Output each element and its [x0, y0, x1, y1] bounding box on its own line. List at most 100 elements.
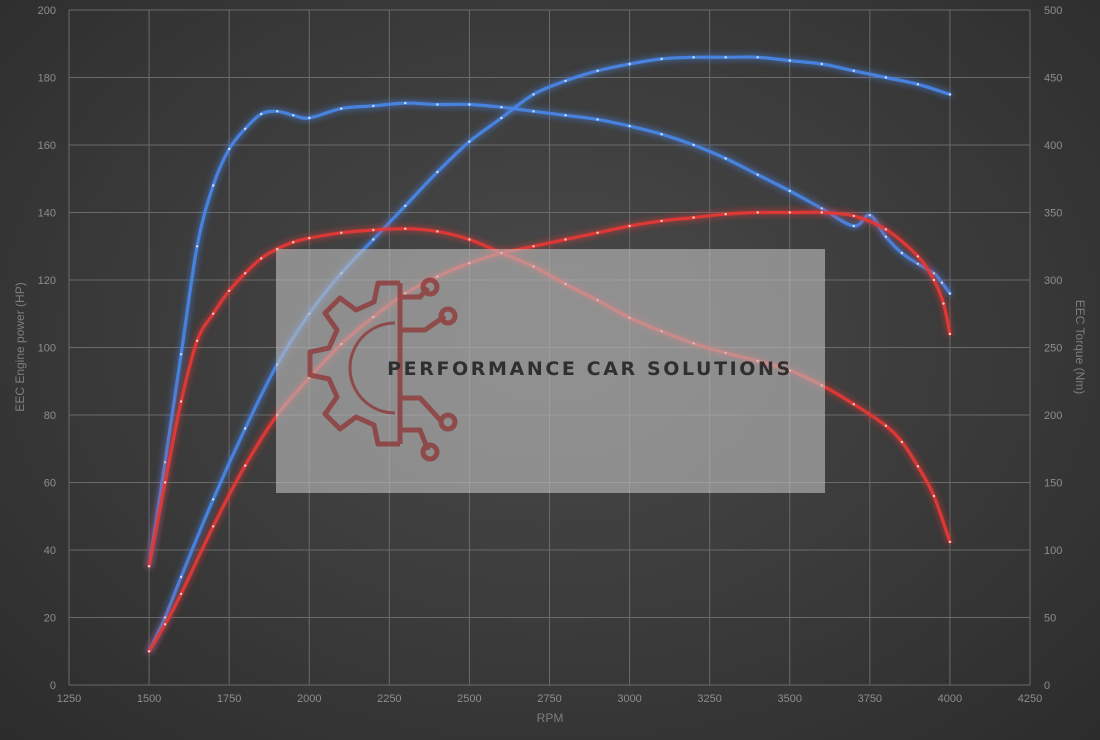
data-point: [212, 525, 215, 528]
data-point: [564, 238, 567, 241]
data-point: [372, 238, 375, 241]
watermark-panel: [276, 249, 825, 493]
data-point: [884, 424, 888, 427]
data-point: [532, 110, 535, 113]
data-point: [564, 79, 567, 83]
data-point: [932, 494, 936, 498]
x-tick-label: 4000: [938, 693, 962, 705]
y-right-tick-label: 200: [1044, 410, 1062, 422]
data-point: [500, 106, 503, 109]
data-point: [900, 251, 904, 255]
x-tick-label: 3750: [858, 693, 882, 705]
data-point: [276, 110, 279, 113]
data-point: [468, 238, 471, 241]
data-point: [372, 104, 375, 108]
data-point: [884, 235, 888, 238]
y-left-tick-label: 20: [44, 613, 56, 625]
data-point: [179, 353, 183, 356]
data-point: [228, 289, 231, 292]
data-point: [163, 461, 167, 464]
data-point: [942, 302, 945, 305]
y-left-tick-label: 160: [38, 140, 56, 152]
data-point: [372, 228, 375, 232]
data-point: [436, 170, 439, 174]
data-point: [756, 211, 759, 214]
x-tick-label: 2250: [377, 693, 401, 705]
data-point: [436, 103, 439, 106]
data-point: [852, 69, 855, 73]
y-left-tick-label: 100: [38, 343, 56, 355]
y-right-tick-label: 450: [1044, 73, 1062, 85]
data-point: [788, 189, 791, 193]
x-tick-label: 3500: [778, 693, 802, 705]
x-tick-label: 3250: [697, 693, 721, 705]
data-point: [468, 140, 471, 143]
data-point: [244, 127, 247, 130]
x-tick-label: 2500: [457, 693, 481, 705]
data-point: [308, 236, 311, 240]
data-point: [163, 623, 167, 626]
gear-circuit-logo-icon: [307, 277, 458, 462]
y-left-tick-label: 120: [38, 275, 56, 287]
data-point: [788, 59, 791, 62]
data-point: [147, 565, 151, 568]
y-left-tick-label: 200: [38, 5, 56, 17]
data-point: [932, 278, 936, 282]
data-point: [660, 219, 663, 223]
y-right-tick-label: 50: [1044, 613, 1056, 625]
data-point: [852, 403, 855, 406]
data-point: [852, 224, 855, 228]
data-point: [244, 272, 247, 275]
data-point: [404, 227, 407, 230]
data-point: [724, 56, 727, 59]
y-right-tick-label: 150: [1044, 478, 1062, 490]
data-point: [660, 133, 663, 136]
data-point: [660, 57, 663, 61]
data-point: [756, 56, 759, 59]
data-point: [948, 540, 952, 544]
data-point: [628, 224, 631, 228]
data-point: [228, 147, 231, 151]
y-right-tick-label: 250: [1044, 343, 1062, 355]
data-point: [948, 332, 952, 336]
x-tick-label: 1750: [217, 693, 241, 705]
data-point: [260, 112, 263, 116]
x-tick-label: 2750: [537, 693, 561, 705]
series-layer: [147, 55, 952, 653]
data-point: [916, 262, 920, 265]
data-point: [596, 231, 599, 234]
data-point: [596, 69, 599, 73]
data-point: [404, 101, 407, 105]
data-point: [436, 230, 439, 233]
data-point: [820, 211, 823, 214]
data-point: [179, 592, 183, 596]
y-left-tick-label: 40: [44, 545, 56, 557]
data-point: [179, 575, 183, 579]
data-point: [724, 157, 727, 160]
y-right-tick-label: 500: [1044, 5, 1062, 17]
data-point: [916, 465, 920, 468]
data-point: [340, 231, 343, 234]
data-point: [868, 214, 871, 217]
data-point: [163, 481, 167, 484]
data-point: [244, 464, 247, 467]
data-point: [163, 616, 167, 619]
y-axis-left-title: EEC Engine power (HP): [13, 282, 27, 411]
watermark-text: PERFORMANCE CAR SOLUTIONS: [387, 358, 793, 380]
data-point: [195, 245, 199, 248]
data-point: [916, 255, 920, 258]
data-point: [948, 292, 952, 295]
data-point: [852, 214, 855, 218]
data-point: [532, 93, 535, 96]
data-point: [179, 400, 183, 403]
data-point: [900, 440, 904, 444]
data-point: [292, 241, 295, 244]
y-right-tick-label: 0: [1044, 680, 1050, 692]
data-point: [820, 207, 823, 210]
data-point: [820, 62, 823, 66]
data-point: [916, 83, 920, 86]
x-tick-label: 1500: [137, 693, 161, 705]
watermark: PERFORMANCE CAR SOLUTIONS: [276, 249, 825, 493]
x-axis-title: RPM: [537, 711, 564, 725]
data-point: [212, 498, 215, 501]
